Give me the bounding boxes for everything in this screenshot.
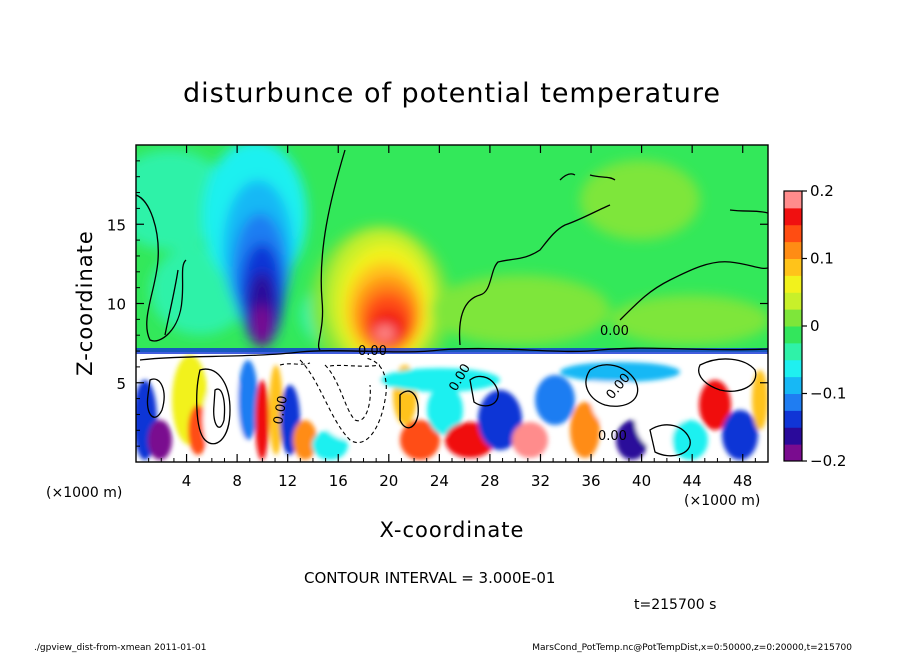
colorbar-segment [784,275,802,293]
x-tick-label: 12 [278,472,297,490]
contour-lines [136,149,768,457]
x-tick-label: 28 [480,472,499,490]
y-axis-label: Z-coordinate [73,230,97,376]
colorbar-tick-label: −0.2 [810,452,846,470]
x-tick-label: 36 [581,472,600,490]
x-tick-label: 16 [329,472,348,490]
colorbar-segment [784,342,802,361]
colorbar-segment [784,427,802,445]
y-tick-label: 15 [107,216,126,234]
contour-label: 0.00 [598,429,627,444]
x-tick-label: 32 [531,472,550,490]
colorbar-segment [784,207,802,226]
colorbar-tick-label: 0.1 [810,250,834,268]
colorbar-segment [784,258,802,276]
y-tick-label: 5 [116,375,126,393]
colorbar-segment [784,359,802,378]
field-upper [136,145,768,385]
y-axis: 5 10 15 [107,160,768,447]
colorbar-segment [784,292,802,310]
colorbar-tick-label: 0 [810,317,820,335]
x-tick-label: 8 [232,472,242,490]
contour-label: 0.00 [600,324,629,339]
time-label: t=215700 s [634,597,716,613]
colorbar-segment [784,241,802,259]
tropopause-band [136,348,768,354]
x-axis: 4 8 12 16 20 24 28 32 36 40 44 48 [148,145,756,490]
x-tick-label: 24 [430,472,449,490]
x-tick-label: 44 [683,472,702,490]
colorbar-tick-label: 0.2 [810,182,834,200]
x-tick-label: 40 [632,472,651,490]
colorbar-segment [784,444,802,462]
contour-labels: 0.00 0.00 0.00 0.00 0.00 0.00 [271,324,634,444]
colorbar-segment [784,410,802,428]
x-tick-label: 20 [379,472,398,490]
dashed-contours [279,357,387,443]
colorbar-segment [784,191,802,209]
x-axis-label: X-coordinate [380,518,525,542]
x-tick-label: 48 [733,472,752,490]
chart-title: disturbunce of potential temperature [183,78,721,109]
colorbar-segment [784,224,802,243]
field-lower [136,355,768,462]
colorbar-segment [784,309,802,327]
footer-right: MarsCond_PotTemp.nc@PotTempDist,x=0:5000… [532,643,852,653]
footer-left: ./gpview_dist-from-xmean 2011-01-01 [34,643,206,653]
contour-label: 0.00 [271,395,291,426]
contour-label: 0.00 [358,344,387,359]
colorbar-tick-label: −0.1 [810,385,846,403]
plot-area: 0.00 0.00 0.00 0.00 0.00 0.00 [136,145,768,462]
x-unit-left: (×1000 m) [46,485,122,501]
contour-interval: CONTOUR INTERVAL = 3.000E-01 [304,569,555,587]
colorbar: 0.2 0.1 0 −0.1 −0.2 [783,182,846,470]
colorbar-segment [784,376,802,394]
x-unit-right: (×1000 m) [684,493,760,509]
x-tick-label: 4 [182,472,192,490]
colorbar-segment [784,326,802,344]
colorbar-segment [784,393,802,411]
y-tick-label: 10 [107,296,126,314]
